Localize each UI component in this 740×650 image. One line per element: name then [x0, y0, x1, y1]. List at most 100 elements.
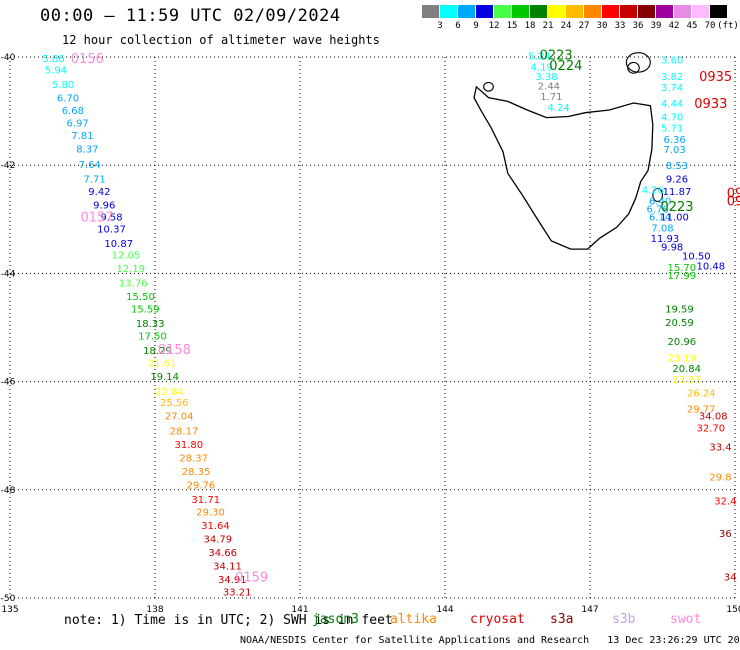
legend-swatch [584, 5, 602, 18]
track-time-label: 0156 [71, 52, 104, 67]
wave-height-label: 29.76 [187, 480, 216, 491]
legend-swatch [422, 5, 440, 18]
y-tick-label: -50 [1, 594, 16, 604]
wave-height-label: 7.71 [83, 175, 105, 186]
wave-height-label: 15.70 [668, 263, 697, 274]
wave-height-label: 4.44 [661, 99, 683, 110]
wave-height-label: 34.91 [218, 575, 247, 586]
wave-height-label: 34.66 [208, 548, 237, 559]
legend-swatch [710, 5, 728, 18]
x-tick-label: 135 [1, 605, 18, 615]
wave-height-label: 32.70 [697, 424, 726, 435]
wave-height-label: 13.76 [119, 279, 148, 290]
wave-height-label: 3.82 [661, 72, 683, 83]
wave-height-label: 10.87 [104, 239, 133, 250]
legend-swatch [458, 5, 476, 18]
satellite-label: altika [390, 612, 437, 627]
legend-swatch [692, 5, 710, 18]
wave-height-label: 20.59 [665, 318, 694, 329]
y-tick-label: -48 [1, 486, 16, 496]
wave-height-label: 31.80 [175, 440, 204, 451]
y-tick-label: -40 [1, 53, 16, 63]
wave-height-label: 2.44 [538, 82, 560, 93]
legend-label: (ft) [717, 21, 739, 31]
wave-height-label: 4.26 [642, 186, 664, 197]
wave-height-label: 6.40 [649, 196, 671, 207]
track-time-label: 0157 [80, 211, 113, 226]
legend-label: 39 [650, 21, 662, 31]
wave-height-label: 9.42 [88, 187, 110, 198]
legend-swatch [476, 5, 494, 18]
tasmania-outline [473, 85, 654, 250]
wave-height-label: 19.59 [665, 305, 694, 316]
axis-ticks: 135 138 141 144 147 150 -40 -42 -44 -46 -48 -50 [1, 53, 740, 615]
wave-height-label: 31.71 [191, 495, 220, 506]
wave-height-label: 6.76 [647, 204, 669, 215]
island-outline [483, 81, 494, 92]
wave-height-label: 11.93 [651, 234, 680, 245]
wave-height-label: 6.36 [663, 135, 685, 146]
track-time-label: 0158 [158, 343, 191, 358]
legend-label: 70 [704, 21, 716, 31]
legend-label: 42 [668, 21, 680, 31]
legend-label: 9 [473, 21, 479, 31]
wave-height-label: 33.4 [709, 443, 731, 454]
legend-label: 45 [686, 21, 698, 31]
wave-height-label: 34 [724, 572, 737, 583]
wave-height-label: 10.50 [682, 252, 711, 263]
wave-height-label: 6.97 [67, 118, 89, 129]
wave-height-label: 5.86 [42, 54, 64, 65]
wave-height-label: 15.50 [126, 292, 155, 303]
wave-height-label: 17.50 [138, 332, 167, 343]
y-tick-label: -42 [1, 161, 16, 171]
wave-height-label: 32.4 [714, 497, 736, 508]
legend-swatch [440, 5, 458, 18]
wave-height-label: 8.53 [666, 161, 688, 172]
wave-height-label: 36 [719, 529, 732, 540]
legend-swatch [494, 5, 512, 18]
wave-height-label: 28.37 [179, 453, 208, 464]
legend-swatch [566, 5, 584, 18]
wave-height-label: 9.96 [93, 201, 115, 212]
wave-height-label: 21.61 [148, 359, 177, 370]
color-legend [422, 5, 728, 18]
legend-label: 12 [488, 21, 500, 31]
legend-label: 3 [437, 21, 443, 31]
wave-height-values: 5.865.94 5.80 6.706.686.97 7.81 8.37 7.64 7.71… [42, 51, 736, 598]
wave-height-label: 7.03 [663, 145, 685, 156]
wave-height-label: 31.64 [201, 521, 230, 532]
legend-label: 6 [455, 21, 461, 31]
wave-height-label: 20.96 [668, 337, 697, 348]
legend-label: 33 [614, 21, 626, 31]
legend-label: 36 [632, 21, 644, 31]
wave-height-label: 19.14 [150, 372, 179, 383]
satellite-label: cryosat [470, 612, 525, 627]
track-time-label: 09 [727, 186, 740, 201]
legend-swatch [602, 5, 620, 18]
wave-height-label: 23.37 [672, 375, 701, 386]
legend-swatch [638, 5, 656, 18]
wave-height-label: 12.19 [117, 264, 146, 275]
island-outline [625, 52, 651, 73]
legend-label: 30 [596, 21, 608, 31]
wave-height-label: 29.30 [196, 507, 225, 518]
y-tick-label: -46 [1, 378, 16, 388]
wave-height-label: 9.98 [661, 242, 683, 253]
track-time-label: 0224 [549, 59, 582, 74]
credit-line: NOAA/NESDIS Center for Satellite Applica… [240, 635, 740, 646]
wave-height-label: 10.37 [97, 224, 126, 235]
map-grid [9, 56, 736, 599]
x-tick-label: 138 [146, 605, 163, 615]
wave-height-label: 5.71 [661, 123, 683, 134]
wave-height-label: 26.24 [687, 388, 716, 399]
wave-height-label: 34.11 [213, 562, 242, 573]
legend-swatch [530, 5, 548, 18]
wave-height-label: 15.59 [131, 305, 160, 316]
legend-label: 27 [578, 21, 590, 31]
x-tick-label: 150 [726, 605, 740, 615]
x-tick-label: 147 [581, 605, 598, 615]
wave-height-label: 34.79 [204, 534, 233, 545]
wave-height-label: 7.64 [79, 160, 101, 171]
note-text: note: 1) Time is in UTC; 2) SWH is in fe… [64, 613, 393, 628]
wave-height-label: 27.04 [165, 412, 194, 423]
